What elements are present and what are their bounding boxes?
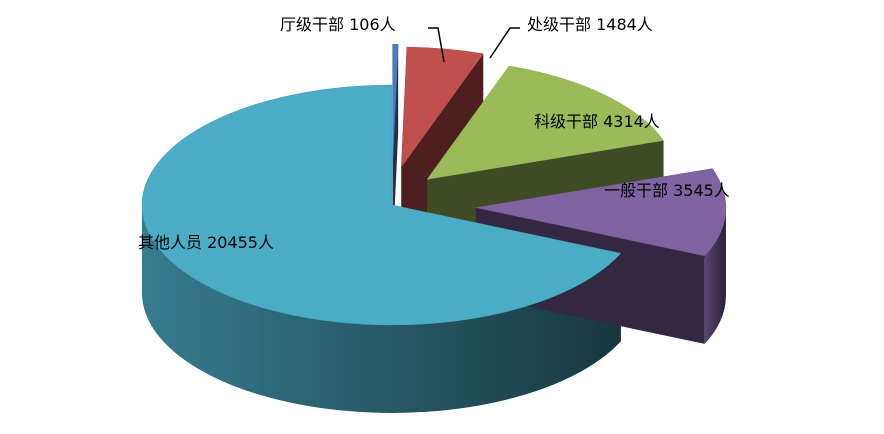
leader-line-ting <box>428 27 445 63</box>
slice-label-chu: 处级干部 1484人 <box>527 15 653 34</box>
slice-labels: 厅级干部 106人 处级干部 1484人 科级干部 4314人 一般干部 354… <box>138 15 730 252</box>
slice-ke-top <box>426 65 664 180</box>
slice-label-qita: 其他人员 20455人 <box>138 233 274 252</box>
slice-qita-top <box>141 84 622 326</box>
slice-label-ke: 科级干部 4314人 <box>534 112 660 131</box>
slice-label-ting: 厅级干部 106人 <box>280 15 396 34</box>
slice-chu-radial-face-1 <box>401 53 484 256</box>
leader-lines <box>428 27 520 63</box>
slice-yiban-side-wall <box>704 207 726 344</box>
slice-chu-top <box>401 46 484 168</box>
slice-ting-top <box>392 44 399 165</box>
slice-yiban-top <box>475 168 727 257</box>
leader-line-chu <box>489 27 520 59</box>
pie-top-layer <box>141 44 727 326</box>
slice-label-yiban: 一般干部 3545人 <box>604 181 730 200</box>
slice-ting-radial-face-1 <box>392 44 399 253</box>
slice-qita-side-wall <box>142 205 621 414</box>
